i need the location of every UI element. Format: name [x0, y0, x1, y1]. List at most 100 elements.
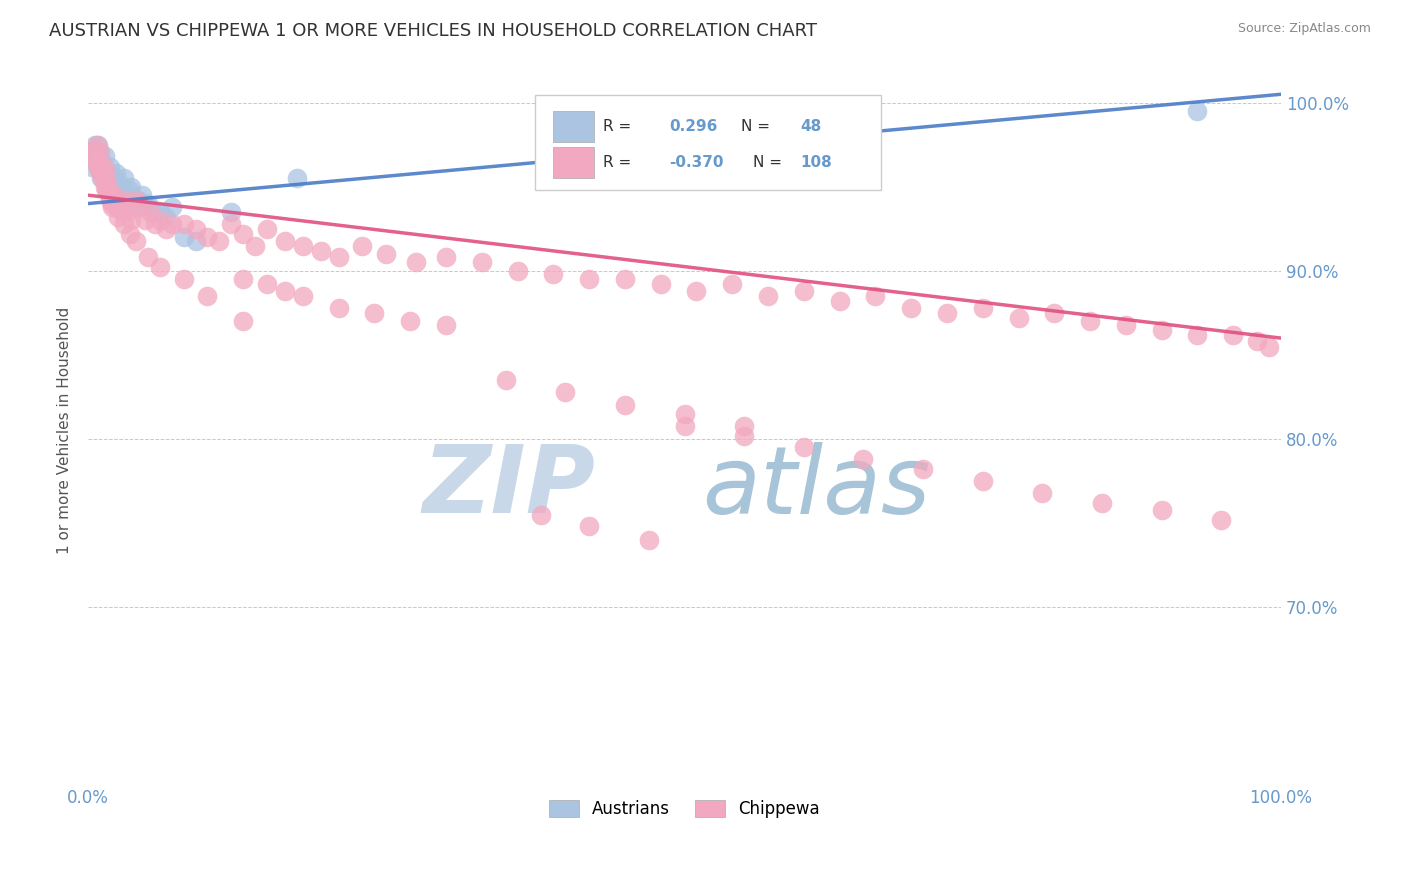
- Point: [84, 137, 107, 152]
- Point: [105, 183, 128, 197]
- Point: [125, 193, 148, 207]
- Point: [93, 166, 115, 180]
- Point: [865, 289, 887, 303]
- Point: [89, 146, 111, 161]
- Y-axis label: 1 or more Vehicles in Household: 1 or more Vehicles in Household: [58, 307, 72, 554]
- Point: [1187, 104, 1209, 119]
- Point: [256, 277, 278, 292]
- Text: ZIP: ZIP: [422, 441, 595, 533]
- Point: [143, 217, 166, 231]
- Text: atlas: atlas: [703, 442, 931, 533]
- Point: [673, 418, 696, 433]
- Point: [495, 373, 517, 387]
- Point: [110, 205, 132, 219]
- Point: [90, 166, 112, 180]
- Point: [134, 213, 156, 227]
- Text: R =: R =: [603, 120, 641, 135]
- Point: [97, 183, 120, 197]
- Point: [173, 217, 195, 231]
- Point: [852, 452, 875, 467]
- Point: [96, 171, 118, 186]
- Text: N =: N =: [752, 154, 782, 169]
- Point: [160, 217, 183, 231]
- Point: [87, 163, 110, 178]
- Point: [110, 188, 132, 202]
- Point: [375, 247, 398, 261]
- Point: [149, 213, 172, 227]
- Point: [291, 238, 314, 252]
- Point: [912, 462, 935, 476]
- Point: [86, 160, 108, 174]
- Point: [256, 221, 278, 235]
- Point: [94, 179, 117, 194]
- Point: [328, 251, 350, 265]
- Point: [149, 260, 172, 275]
- FancyBboxPatch shape: [536, 95, 882, 191]
- Point: [107, 210, 129, 224]
- Point: [107, 200, 129, 214]
- Point: [86, 137, 108, 152]
- Text: -0.370: -0.370: [669, 154, 724, 169]
- Point: [104, 166, 127, 180]
- Point: [112, 193, 135, 207]
- Point: [115, 188, 138, 202]
- Point: [184, 221, 207, 235]
- Point: [107, 179, 129, 194]
- Point: [274, 284, 297, 298]
- Point: [82, 143, 104, 157]
- Point: [756, 289, 779, 303]
- Point: [83, 143, 105, 157]
- Point: [84, 154, 107, 169]
- Point: [118, 183, 141, 197]
- Point: [1222, 327, 1244, 342]
- Point: [155, 210, 177, 224]
- Point: [103, 171, 125, 186]
- Point: [733, 428, 755, 442]
- Point: [122, 193, 145, 207]
- Text: AUSTRIAN VS CHIPPEWA 1 OR MORE VEHICLES IN HOUSEHOLD CORRELATION CHART: AUSTRIAN VS CHIPPEWA 1 OR MORE VEHICLES …: [49, 22, 817, 40]
- Point: [125, 234, 148, 248]
- Point: [87, 143, 110, 157]
- Point: [112, 217, 135, 231]
- Point: [98, 193, 121, 207]
- Point: [136, 251, 159, 265]
- Point: [120, 179, 142, 194]
- Point: [208, 234, 231, 248]
- Point: [83, 149, 105, 163]
- Point: [160, 200, 183, 214]
- Point: [91, 154, 114, 169]
- Point: [184, 234, 207, 248]
- Point: [94, 163, 117, 178]
- Point: [127, 193, 149, 207]
- Point: [328, 301, 350, 315]
- Point: [136, 196, 159, 211]
- Text: 48: 48: [800, 120, 821, 135]
- Point: [197, 230, 219, 244]
- Point: [112, 171, 135, 186]
- Point: [1187, 327, 1209, 342]
- Point: [352, 238, 374, 252]
- Point: [101, 200, 124, 214]
- Point: [309, 244, 332, 258]
- Point: [89, 163, 111, 178]
- Point: [94, 183, 117, 197]
- Point: [637, 533, 659, 547]
- Point: [93, 163, 115, 178]
- Point: [94, 149, 117, 163]
- Point: [120, 213, 142, 227]
- Point: [97, 166, 120, 180]
- Point: [103, 171, 125, 186]
- Point: [139, 205, 162, 219]
- Point: [103, 188, 125, 202]
- Point: [793, 441, 815, 455]
- Point: [173, 272, 195, 286]
- Point: [86, 146, 108, 161]
- Point: [613, 398, 636, 412]
- Text: Source: ZipAtlas.com: Source: ZipAtlas.com: [1237, 22, 1371, 36]
- Text: N =: N =: [741, 120, 769, 135]
- Point: [129, 200, 152, 214]
- Point: [173, 230, 195, 244]
- Point: [94, 166, 117, 180]
- Point: [434, 251, 457, 265]
- Point: [543, 267, 565, 281]
